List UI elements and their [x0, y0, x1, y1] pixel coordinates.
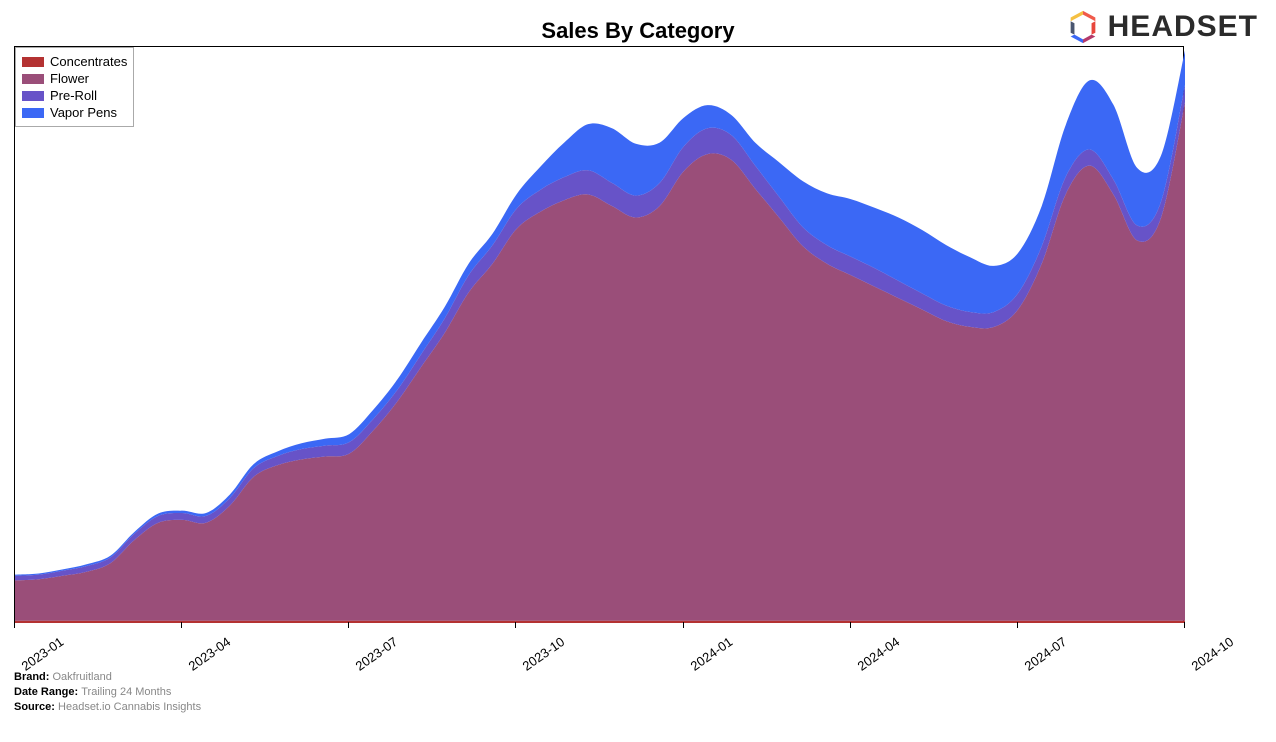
legend-swatch	[22, 57, 44, 67]
xtick-mark	[683, 622, 684, 628]
area-concentrates	[15, 621, 1185, 623]
xtick-label: 2024-07	[1021, 634, 1069, 674]
chart-meta: Brand: OakfruitlandDate Range: Trailing …	[14, 670, 201, 715]
xtick-mark	[181, 622, 182, 628]
meta-label: Source:	[14, 701, 58, 713]
brand-logo: HEADSET	[1064, 8, 1258, 46]
legend-label: Vapor Pens	[50, 105, 117, 120]
xtick-mark	[1184, 622, 1185, 628]
legend-swatch	[22, 74, 44, 84]
meta-line: Source: Headset.io Cannabis Insights	[14, 700, 201, 715]
legend: Concentrates Flower Pre-Roll Vapor Pens	[15, 47, 134, 127]
legend-item: Concentrates	[22, 54, 127, 69]
meta-line: Date Range: Trailing 24 Months	[14, 685, 201, 700]
legend-swatch	[22, 108, 44, 118]
legend-label: Concentrates	[50, 54, 127, 69]
meta-label: Date Range:	[14, 686, 81, 698]
legend-label: Flower	[50, 71, 89, 86]
xtick-label: 2024-01	[687, 634, 735, 674]
xtick-mark	[850, 622, 851, 628]
legend-item: Pre-Roll	[22, 88, 127, 103]
legend-item: Vapor Pens	[22, 105, 127, 120]
xtick-mark	[1017, 622, 1018, 628]
xtick-label: 2023-04	[186, 634, 234, 674]
meta-label: Brand:	[14, 671, 53, 683]
meta-line: Brand: Oakfruitland	[14, 670, 201, 685]
xtick-label: 2024-10	[1189, 634, 1237, 674]
xtick-mark	[348, 622, 349, 628]
meta-value: Oakfruitland	[53, 671, 112, 683]
legend-item: Flower	[22, 71, 127, 86]
xtick-label: 2023-10	[520, 634, 568, 674]
meta-value: Trailing 24 Months	[81, 686, 171, 698]
stacked-area-svg	[15, 47, 1185, 623]
xtick-label: 2023-07	[353, 634, 401, 674]
legend-swatch	[22, 91, 44, 101]
headset-logo-icon	[1064, 8, 1102, 46]
xtick-mark	[515, 622, 516, 628]
chart-title: Sales By Category	[541, 18, 734, 44]
meta-value: Headset.io Cannabis Insights	[58, 701, 201, 713]
xtick-label: 2023-01	[19, 634, 67, 674]
xtick-mark	[14, 622, 15, 628]
logo-text: HEADSET	[1108, 10, 1258, 44]
legend-label: Pre-Roll	[50, 88, 97, 103]
chart-plot-area: Concentrates Flower Pre-Roll Vapor Pens	[14, 46, 1184, 622]
xtick-label: 2024-04	[854, 634, 902, 674]
